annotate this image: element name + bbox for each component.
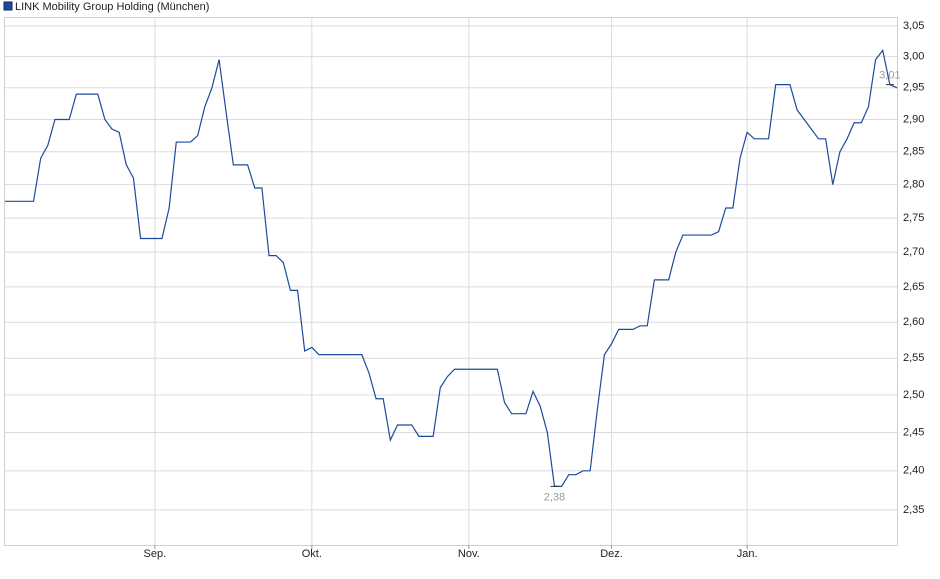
y-tick-label: 2,50: [903, 389, 924, 401]
x-tick-label: Sep.: [144, 548, 167, 560]
y-tick-label: 2,90: [903, 113, 924, 125]
legend-swatch: [3, 1, 13, 11]
value-label: 2,38: [544, 491, 565, 503]
y-tick-label: 2,80: [903, 179, 924, 191]
y-tick-label: 3,00: [903, 50, 924, 62]
y-tick-label: 2,40: [903, 465, 924, 477]
y-tick-label: 2,45: [903, 426, 924, 438]
y-tick-label: 2,35: [903, 504, 924, 516]
x-tick-label: Jan.: [737, 548, 758, 560]
y-tick-label: 2,75: [903, 212, 924, 224]
y-tick-label: 2,85: [903, 146, 924, 158]
x-tick-label: Nov.: [458, 548, 480, 560]
y-tick-label: 2,55: [903, 352, 924, 364]
y-tick-label: 2,95: [903, 82, 924, 94]
x-tick-label: Dez.: [600, 548, 623, 560]
plot-frame: [4, 17, 898, 546]
value-label: 3,01: [879, 70, 900, 82]
price-line: [5, 48, 898, 487]
x-tick-label: Okt.: [302, 548, 322, 560]
y-tick-label: 3,05: [903, 20, 924, 32]
y-tick-label: 2,60: [903, 316, 924, 328]
y-tick-label: 2,65: [903, 281, 924, 293]
y-tick-label: 2,70: [903, 246, 924, 258]
legend-label: LINK Mobility Group Holding (München): [15, 1, 209, 13]
